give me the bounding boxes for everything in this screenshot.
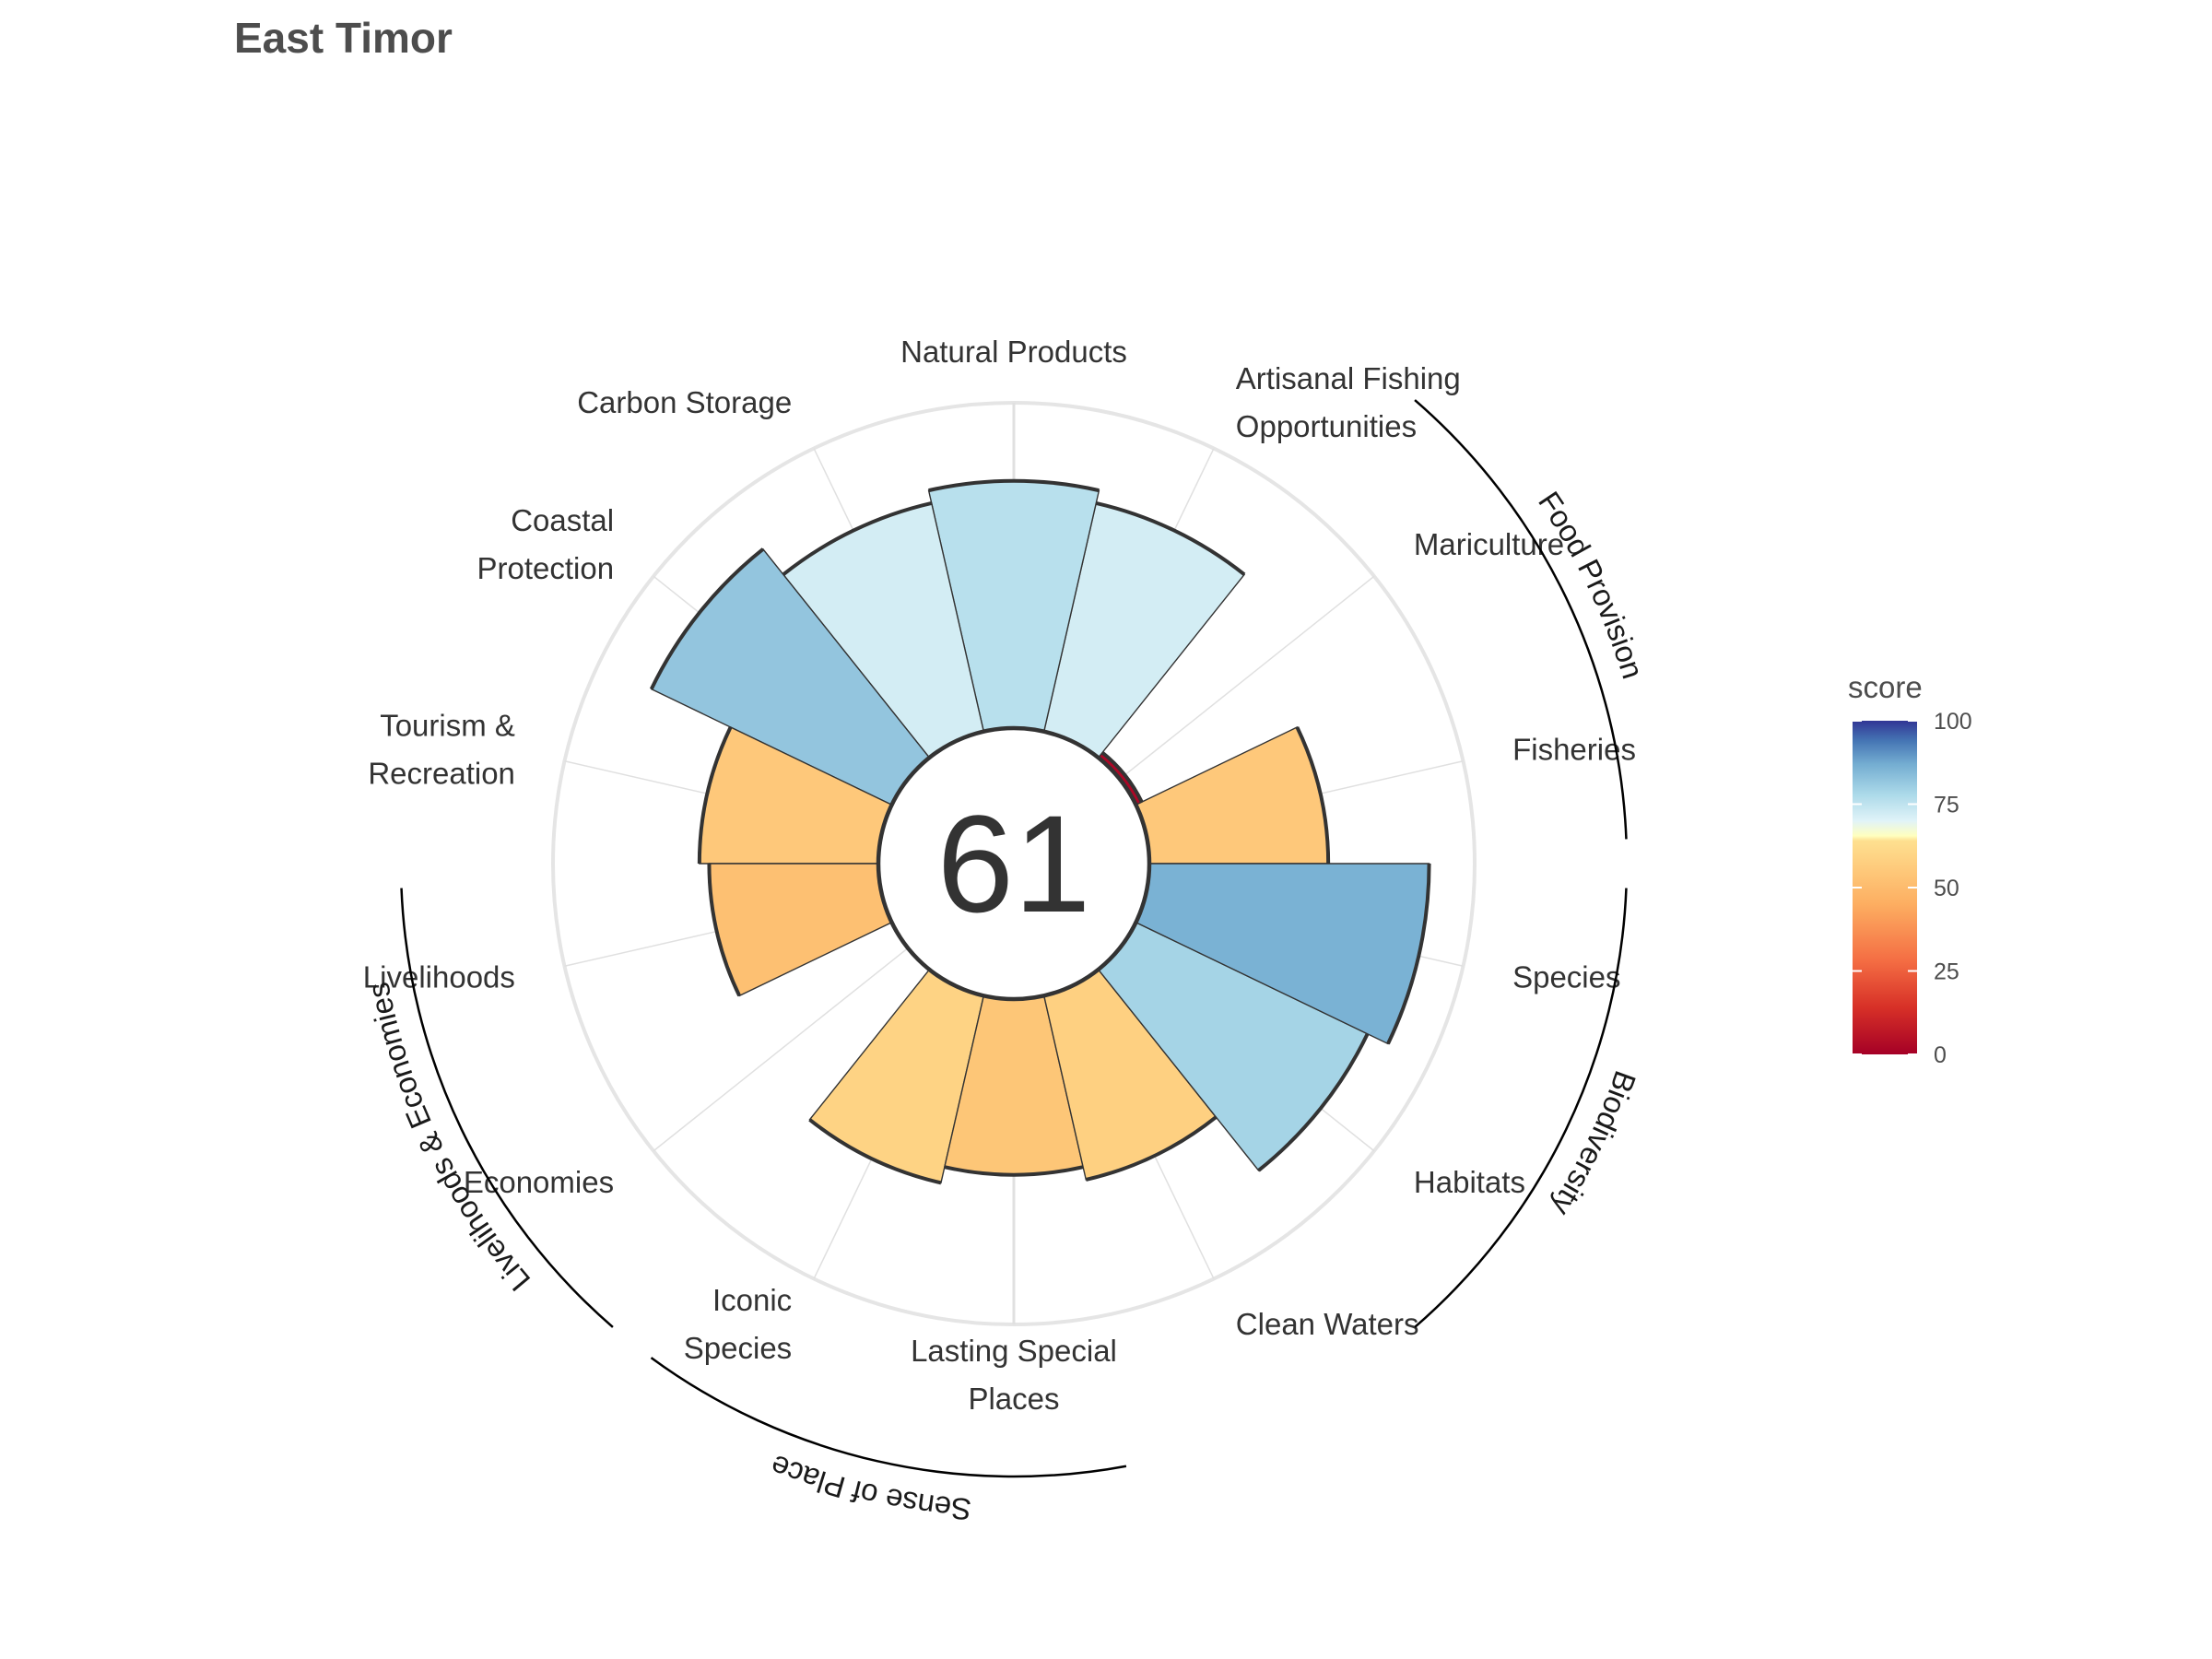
legend-tick-label: 0 (1934, 1042, 1947, 1068)
goal-label: Lasting Special Places (911, 1334, 1117, 1416)
group-arc (1414, 399, 1628, 840)
petal-edge (697, 726, 733, 865)
petal-edge (1100, 750, 1144, 804)
legend-tick-label: 75 (1934, 793, 1959, 818)
group-arc (650, 1357, 1127, 1478)
petal-edge (928, 478, 1100, 493)
goal-label: Mariculture (1414, 527, 1564, 561)
petal-edge (1386, 863, 1431, 1045)
legend-tick-label: 25 (1934, 959, 1959, 985)
legend-title: score (1848, 670, 1923, 704)
goal-label: Habitats (1414, 1165, 1525, 1199)
goal-label: Tourism & Recreation (368, 709, 515, 791)
petal-edge (649, 547, 765, 690)
petal-fisheries (1135, 726, 1329, 865)
petal-edge (782, 500, 933, 576)
petal-edge (1257, 1032, 1370, 1172)
legend-tick-label: 100 (1934, 709, 1972, 735)
petal-edge (944, 1165, 1084, 1177)
goal-label: Iconic Species (684, 1283, 792, 1365)
petal-edge (1095, 500, 1246, 576)
goal-label: Species (1512, 959, 1620, 994)
goal-label: Clean Waters (1236, 1307, 1419, 1341)
goal-label: Artisanal Fishing Opportunities (1236, 361, 1461, 443)
grid-spoke (653, 947, 909, 1152)
legend-colorbar (1853, 721, 1917, 1054)
group-label: Food Provision (1532, 485, 1651, 682)
index-score: 61 (937, 786, 1091, 941)
petal-livelihoods (708, 863, 893, 997)
goal-label: Coastal Protection (477, 503, 614, 585)
goal-label: Natural Products (900, 335, 1127, 369)
center: 61 (876, 725, 1152, 1002)
center-circle (876, 725, 1152, 1002)
chart-title: East Timor (234, 14, 453, 62)
petal-edge (1295, 726, 1331, 865)
goal-label: Livelihoods (363, 959, 515, 994)
petal-edge (707, 863, 741, 997)
goal-label: Economies (464, 1165, 614, 1199)
petals (649, 478, 1431, 1185)
grid-spoke (1119, 575, 1375, 780)
petal-edge (808, 1118, 942, 1185)
group-arc (1414, 888, 1628, 1328)
petal-edge (1085, 1115, 1218, 1182)
goal-label: Carbon Storage (577, 385, 792, 419)
group-arc (400, 888, 614, 1328)
group-label: Livelihoods & Economies (360, 980, 536, 1298)
legend-tick-label: 50 (1934, 876, 1959, 901)
score-legend: score 100 75 50 25 0 (1848, 670, 1972, 1068)
